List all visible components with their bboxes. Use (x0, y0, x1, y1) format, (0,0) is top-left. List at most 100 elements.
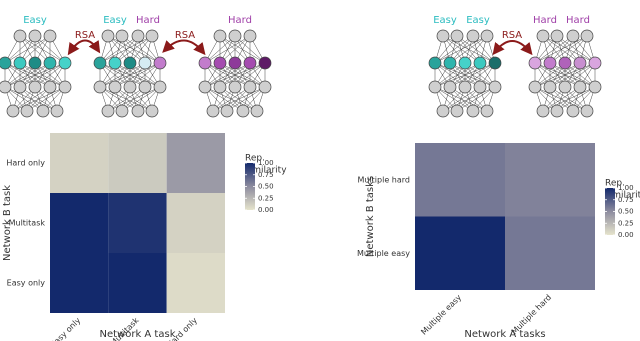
edge (12, 86, 51, 112)
edge (219, 62, 266, 88)
edge (204, 35, 251, 64)
node (588, 80, 602, 94)
edge (464, 62, 496, 88)
node (0, 80, 12, 94)
node (536, 29, 550, 43)
x-axis-title: Network A tasks (464, 329, 545, 340)
edge (434, 62, 466, 88)
node (466, 104, 480, 118)
annotation: Easy (23, 15, 47, 26)
node (131, 29, 145, 43)
edge (99, 62, 161, 88)
node (228, 80, 242, 94)
node (443, 80, 457, 94)
node (550, 29, 564, 43)
node (28, 56, 42, 70)
node (198, 80, 212, 94)
colorbar (605, 188, 615, 235)
node (243, 56, 257, 70)
node (536, 104, 550, 118)
node (43, 56, 57, 70)
node (153, 56, 167, 70)
node (228, 56, 242, 70)
y-tick-label: Multiple hard (357, 175, 410, 184)
edge (114, 35, 153, 64)
heatmap-cell (505, 143, 595, 217)
annotation: Easy (466, 15, 490, 26)
node (528, 80, 542, 94)
colorbar-tick-label: 1.00 (618, 184, 634, 192)
edge (542, 86, 596, 112)
x-tick-label: Multiple easy (419, 293, 463, 337)
edge (534, 62, 566, 88)
node (101, 29, 115, 43)
annotation: RSA (175, 30, 195, 41)
node (108, 80, 122, 94)
annotation: Easy (433, 15, 457, 26)
heatmap-cell (50, 253, 109, 313)
node (145, 104, 159, 118)
edge (534, 35, 574, 64)
node (443, 56, 457, 70)
edge (114, 62, 161, 88)
heatmap-cell (108, 133, 167, 193)
node (93, 80, 107, 94)
node (50, 104, 64, 118)
node (580, 104, 594, 118)
node (213, 80, 227, 94)
node (488, 56, 502, 70)
colorbar-tick-label: 1.00 (258, 159, 274, 167)
heatmap-cell (166, 133, 225, 193)
colorbar-tick-label: 0.75 (618, 196, 634, 204)
colorbar-tick-label: 0.25 (618, 219, 634, 227)
heatmap-cell (415, 143, 505, 217)
node (550, 104, 564, 118)
edge (107, 86, 161, 112)
edge (434, 62, 481, 88)
edge (434, 35, 474, 64)
node (28, 29, 42, 43)
node (36, 104, 50, 118)
edge (4, 62, 51, 88)
legend-title: similarity (245, 166, 287, 176)
node (450, 29, 464, 43)
y-axis-title: Network B tasks (365, 176, 376, 257)
node (6, 104, 20, 118)
heatmap-cell (415, 216, 505, 290)
annotation: Easy (103, 15, 127, 26)
node (28, 80, 42, 94)
node (131, 104, 145, 118)
node (436, 29, 450, 43)
edge (212, 86, 266, 112)
colorbar (245, 163, 255, 210)
node (13, 56, 27, 70)
node (213, 29, 227, 43)
node (573, 56, 587, 70)
edge (99, 62, 131, 88)
edge (4, 35, 51, 64)
node (93, 56, 107, 70)
edge (534, 35, 588, 64)
edge (204, 35, 236, 64)
colorbar-tick-label: 0.00 (258, 206, 274, 214)
edge (234, 62, 266, 88)
node (450, 104, 464, 118)
node (123, 80, 137, 94)
edge (534, 62, 581, 88)
y-axis-title: Network B task (2, 185, 13, 261)
edge (434, 62, 496, 88)
node (213, 56, 227, 70)
node (123, 56, 137, 70)
edge (534, 62, 596, 88)
edge (204, 62, 266, 88)
edge (26, 86, 66, 112)
edge (34, 62, 66, 88)
edge (12, 86, 66, 112)
heatmap-cell (166, 253, 225, 313)
edge (99, 35, 139, 64)
node (473, 56, 487, 70)
node (206, 104, 220, 118)
node (480, 29, 494, 43)
node (436, 104, 450, 118)
